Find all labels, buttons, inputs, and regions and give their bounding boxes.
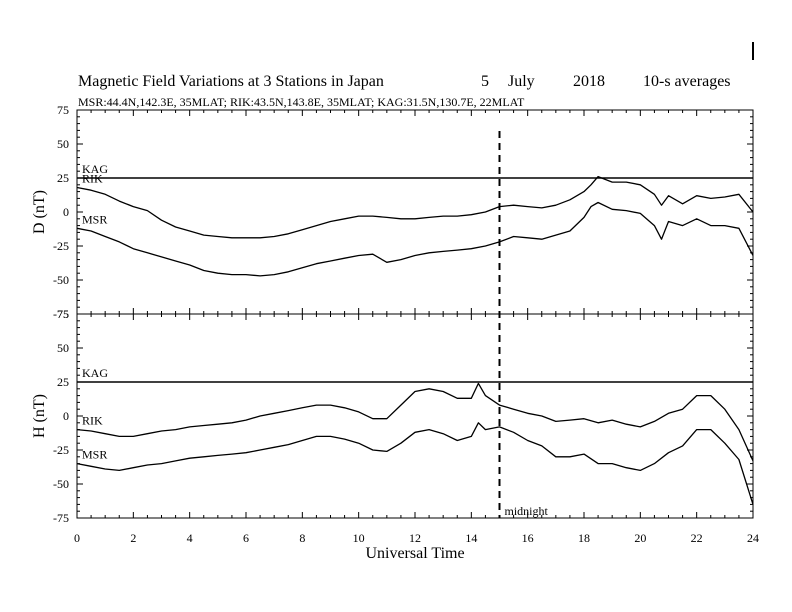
- title-month: July: [508, 73, 535, 90]
- h-panel-ytick-label: -25: [53, 443, 69, 457]
- h-panel-series-rik: [76, 382, 754, 462]
- d-panel-ytick-label: 75: [57, 103, 69, 117]
- x-tick-label: 10: [353, 531, 365, 545]
- d-panel-ytick-label: -50: [53, 273, 69, 287]
- h-panel-series-label-rik: RIK: [82, 414, 103, 428]
- h-panel-ytick-label: 25: [57, 375, 69, 389]
- d-panel-y-axis-label: D (nT): [31, 190, 48, 234]
- d-panel-ytick-label: 0: [63, 205, 69, 219]
- x-tick-label: 6: [243, 531, 249, 545]
- d-panel-ytick-label: 50: [57, 137, 69, 151]
- x-tick-label: 12: [409, 531, 421, 545]
- x-tick-label: 0: [74, 531, 80, 545]
- chart-title: Magnetic Field Variations at 3 Stations …: [78, 73, 731, 91]
- title-year: 2018: [573, 73, 605, 90]
- x-tick-label: 2: [130, 531, 136, 545]
- d-panel-ytick-label: -25: [53, 239, 69, 253]
- h-panel-ytick-label: 0: [63, 409, 69, 423]
- title-averaging: 10-s averages: [643, 73, 731, 90]
- d-panel-series-rik: [76, 175, 754, 239]
- h-panel-ytick-label: 75: [57, 307, 69, 321]
- h-panel-y-axis-label: H (nT): [31, 394, 48, 438]
- d-panel-series-msr: [76, 201, 754, 277]
- x-axis-label: Universal Time: [365, 545, 464, 562]
- d-panel-series-label-msr: MSR: [82, 212, 107, 226]
- d-panel-ytick-label: 25: [57, 171, 69, 185]
- d-panel-series-label-kag: KAG: [82, 162, 108, 176]
- x-tick-label: 16: [522, 531, 534, 545]
- h-panel-series-label-kag: KAG: [82, 366, 108, 380]
- d-panel-series-label-rik: RIK: [82, 172, 103, 186]
- h-panel-ytick-label: -50: [53, 477, 69, 491]
- x-tick-label: 18: [578, 531, 590, 545]
- x-tick-label: 24: [747, 531, 759, 545]
- title-main: Magnetic Field Variations at 3 Stations …: [78, 73, 384, 90]
- title-day: 5: [481, 73, 489, 90]
- h-panel-series-msr: [76, 422, 754, 505]
- x-tick-label: 8: [299, 531, 305, 545]
- h-panel-ytick-label: 50: [57, 341, 69, 355]
- x-tick-label: 4: [187, 531, 193, 545]
- h-panel-series-label-msr: MSR: [82, 448, 107, 462]
- midnight-marker-label: midnight: [505, 504, 549, 518]
- x-tick-label: 20: [634, 531, 646, 545]
- d-panel-ytick-label: -75: [53, 307, 69, 321]
- h-panel-ytick-label: -75: [53, 511, 69, 525]
- station-coordinates: MSR:44.4N,142.3E, 35MLAT; RIK:43.5N,143.…: [78, 95, 525, 109]
- h-panel-frame: [76, 313, 754, 519]
- x-tick-label: 14: [465, 531, 477, 545]
- d-panel-frame: [76, 109, 754, 315]
- x-tick-label: 22: [691, 531, 703, 545]
